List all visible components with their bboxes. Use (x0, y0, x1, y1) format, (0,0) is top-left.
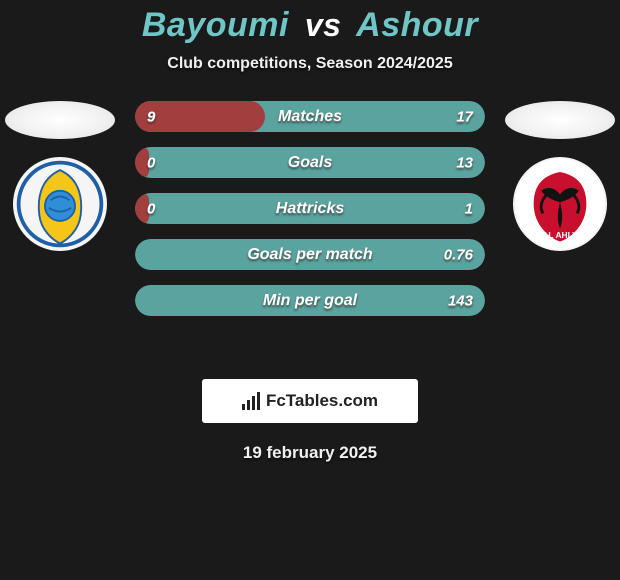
stat-right-value: 1 (465, 200, 473, 217)
stat-right-value: 13 (456, 154, 473, 171)
player1-avatar-placeholder (5, 101, 115, 139)
date-label: 19 february 2025 (0, 443, 620, 463)
player1-club-badge (13, 157, 107, 251)
player2-name: Ashour (356, 6, 478, 44)
stat-label: Goals per match (247, 246, 372, 264)
player2-avatar-placeholder (505, 101, 615, 139)
svg-text:AL AHLY: AL AHLY (542, 230, 578, 240)
player2-club-badge: AL AHLY (513, 157, 607, 251)
branding-badge: FcTables.com (202, 379, 418, 423)
stat-label: Hattricks (276, 200, 344, 218)
branding-text: FcTables.com (266, 391, 378, 411)
stat-label: Min per goal (263, 292, 357, 310)
stat-left-value: 0 (147, 154, 155, 171)
stat-bar: 0 13 Goals (135, 147, 485, 178)
stat-left-value: 0 (147, 200, 155, 217)
stat-bar: 9 17 Matches (135, 101, 485, 132)
vs-label: vs (305, 7, 342, 43)
comparison-bars: 9 17 Matches 0 13 Goals 0 1 Hattricks 0.76 Goals p… (135, 101, 485, 316)
stat-bar: 0 1 Hattricks (135, 193, 485, 224)
stat-bar: 143 Min per goal (135, 285, 485, 316)
stat-right-value: 17 (456, 108, 473, 125)
al-ahly-badge-icon: AL AHLY (513, 157, 607, 251)
stat-label: Goals (288, 154, 332, 172)
stat-left-value: 9 (147, 108, 155, 125)
player1-name: Bayoumi (142, 6, 289, 44)
stat-right-value: 143 (448, 292, 473, 309)
stat-bar: 0.76 Goals per match (135, 239, 485, 270)
comparison-panel: AL AHLY 9 17 Matches 0 13 Goals 0 1 Hattricks 0.7… (0, 101, 620, 361)
page-title: Bayoumi vs Ashour (0, 0, 620, 45)
ismaily-badge-icon (13, 157, 107, 251)
stat-right-value: 0.76 (444, 246, 473, 263)
bars-icon (242, 392, 260, 410)
subtitle: Club competitions, Season 2024/2025 (0, 55, 620, 73)
left-player-column (0, 101, 120, 251)
stat-label: Matches (278, 108, 342, 126)
right-player-column: AL AHLY (500, 101, 620, 251)
